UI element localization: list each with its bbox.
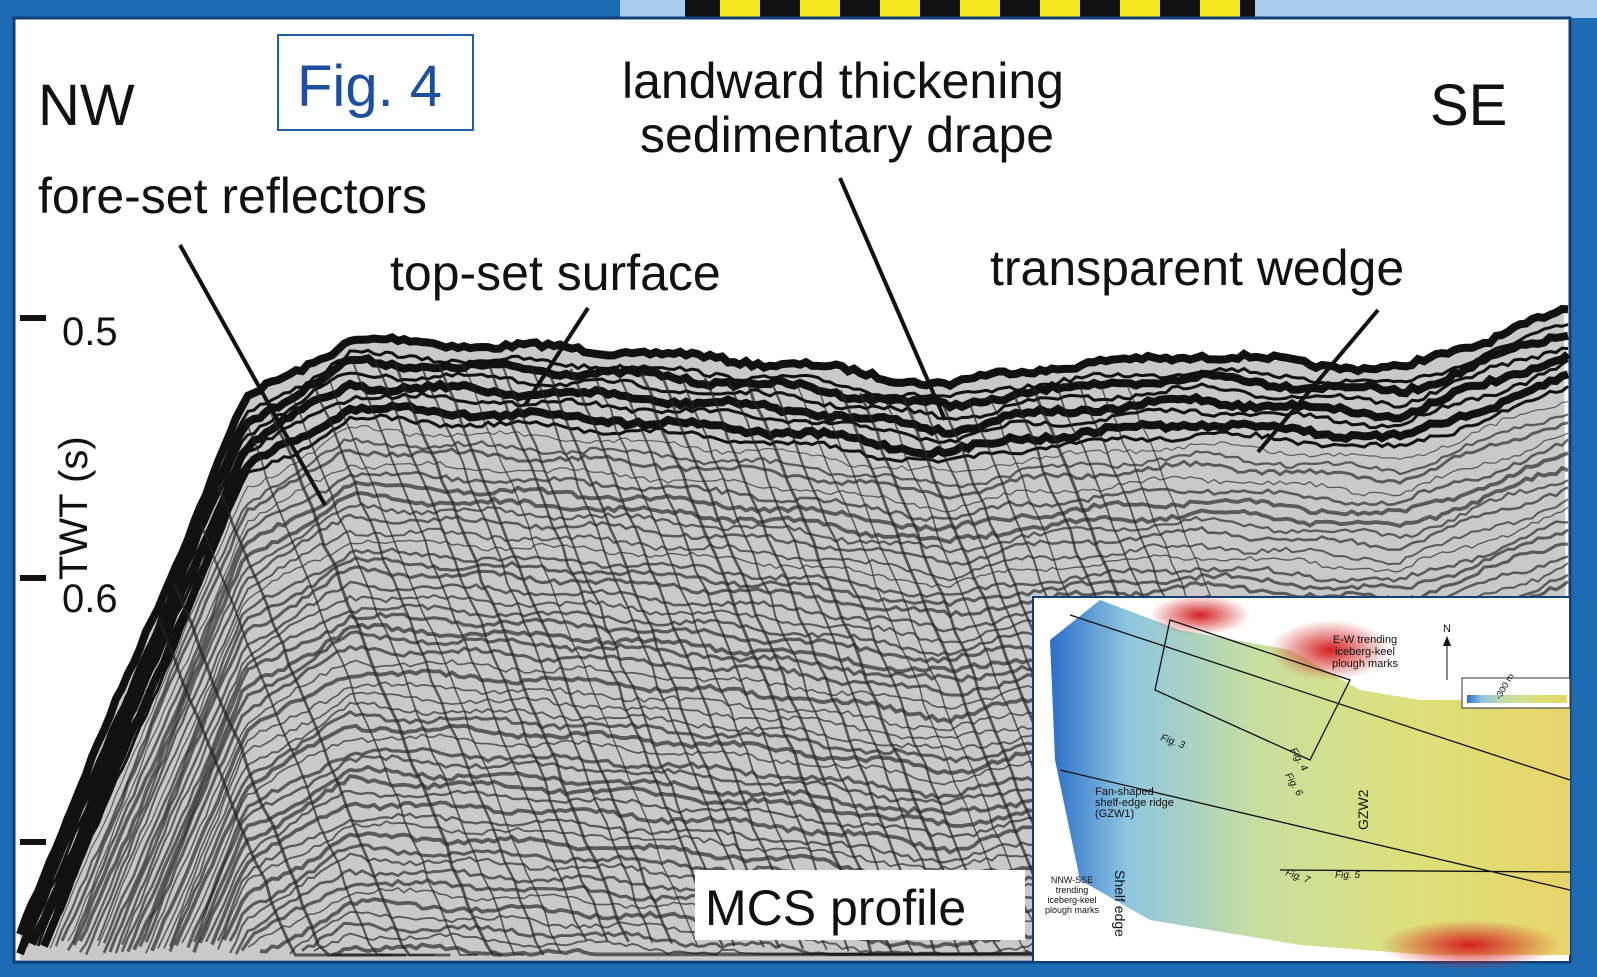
axis-label: TWT (s) (52, 436, 96, 580)
map-label: E-W trending (1333, 634, 1397, 646)
label-backdrop (695, 870, 1025, 940)
reflector (97, 506, 1569, 947)
pointer-line (838, 177, 947, 421)
foreset-reflector (393, 361, 630, 943)
annotation: transparent wedge (990, 240, 1404, 296)
foreset-reflector (268, 405, 503, 957)
foreset-reflector (462, 364, 698, 945)
scale-box (1461, 677, 1571, 709)
map-label: NNW-SSE (1051, 875, 1093, 885)
pointer-line (523, 306, 590, 407)
foreset-reflector (796, 384, 1031, 956)
map-label: Fan-shaped (1095, 786, 1154, 798)
reflector (54, 413, 1569, 947)
pointer-line (178, 244, 327, 506)
map-label: iceberg-keel (1335, 646, 1395, 658)
foreset-reflector (199, 523, 435, 957)
foreset-reflector (727, 379, 961, 956)
annotation: sedimentary drape (640, 107, 1054, 163)
shallow-area (1150, 595, 1250, 635)
hazard-band (685, 0, 1255, 18)
direction-label: NW (38, 73, 135, 138)
reflector (60, 421, 1569, 942)
foreset-reflector (351, 359, 588, 941)
shallow-area (1270, 620, 1390, 680)
reflector (102, 528, 1569, 954)
reflector (24, 346, 1569, 947)
map-label: trending (1056, 885, 1089, 895)
foreset-reflector (770, 382, 1005, 956)
map-label: (GZW1) (1095, 808, 1134, 820)
reflector (16, 304, 1569, 936)
pointer-line (1256, 308, 1380, 454)
shallow-area (1380, 920, 1560, 970)
annotation: fore-set reflectors (38, 168, 427, 224)
foreset-reflector (660, 374, 895, 956)
map-label: Fig. 5 (1335, 870, 1360, 881)
foreset-reflector (420, 362, 654, 944)
reflector (97, 498, 1569, 942)
foreset-reflector (488, 365, 724, 947)
north-arrowhead (1443, 636, 1451, 646)
foreset-reflector (703, 377, 937, 956)
foreset-reflector (289, 393, 525, 956)
bathymetry (1050, 600, 1570, 955)
foreset-reflector (680, 375, 915, 956)
foreset-reflector (216, 484, 451, 957)
foreset-reflector (639, 372, 873, 954)
reflector (40, 370, 1570, 948)
foreset-reflector (312, 380, 545, 956)
reflector (49, 401, 1569, 949)
figure-tag: Fig. 4 (297, 54, 442, 119)
tag-box (277, 34, 474, 131)
reflector (78, 465, 1569, 942)
reflector (28, 351, 1571, 946)
foreset-reflector (569, 368, 805, 950)
survey-lines (1059, 614, 1571, 891)
foreset-reflector (746, 380, 980, 956)
map-label: plough marks (1045, 905, 1100, 915)
foreset-reflector (374, 360, 609, 942)
map-label: shelf-edge ridge (1095, 797, 1174, 809)
foreset-reflector (437, 363, 674, 945)
annotation: top-set surface (390, 245, 721, 301)
reflector (79, 479, 1569, 953)
reflector (36, 359, 1569, 947)
foreset-reflector (326, 372, 562, 954)
map-label: plough marks (1332, 658, 1399, 670)
map-label: iceberg-keel (1047, 895, 1096, 905)
map-label: GZW2 (1355, 789, 1371, 830)
foreset-reflector (173, 584, 406, 957)
reflector (84, 486, 1569, 956)
map-label: N (1443, 623, 1451, 635)
map-label: Shelf edge (1112, 870, 1128, 937)
tick-label: 0.5 (62, 310, 118, 354)
annotation: landward thickening (622, 53, 1064, 109)
direction-label: SE (1430, 73, 1507, 138)
foreset-reflector (530, 366, 765, 948)
color-scale (1467, 695, 1567, 703)
seismic-section (16, 304, 1571, 960)
foreset-reflector (616, 370, 850, 952)
reflector (18, 322, 1569, 950)
foreset-reflector (501, 365, 736, 947)
foreset-reflector (244, 419, 479, 956)
reflector (48, 385, 1569, 940)
reflector (102, 520, 1569, 944)
foreset-reflector (592, 369, 828, 951)
reflector (67, 432, 1569, 942)
foreset-reflector (545, 367, 781, 949)
tick-label: 0.6 (62, 577, 118, 621)
profile-label: MCS profile (705, 880, 966, 936)
